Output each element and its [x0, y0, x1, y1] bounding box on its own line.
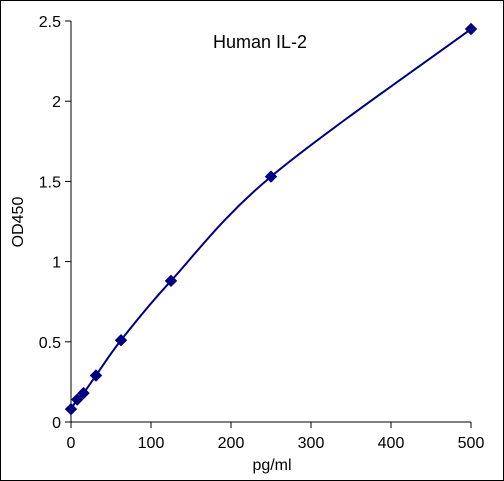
data-point [264, 170, 278, 183]
data-point [464, 22, 478, 36]
x-tick-label: 200 [218, 435, 245, 452]
data-point [114, 333, 128, 347]
x-tick-label: 100 [138, 435, 165, 452]
y-tick-label: 1.5 [39, 174, 61, 191]
x-tick-label: 500 [458, 435, 485, 452]
data-point [77, 386, 90, 400]
y-axis-label: OD450 [10, 197, 27, 248]
chart-title: Human IL-2 [213, 32, 307, 52]
y-tick-label: 2 [52, 94, 61, 111]
fitted-curve [70, 28, 472, 410]
y-tick-label: 0 [52, 415, 61, 432]
data-point [89, 369, 103, 382]
y-tick-label: 0.5 [39, 335, 61, 352]
data-point [164, 274, 178, 288]
x-axis-label: pg/ml [252, 457, 291, 474]
data-point [71, 393, 84, 406]
data-point [64, 402, 78, 416]
axes [70, 21, 471, 423]
x-tick-label: 300 [298, 435, 325, 452]
y-tick-label: 1 [52, 255, 61, 272]
y-tick-label: 2.5 [39, 14, 61, 31]
x-tick-label: 400 [378, 435, 405, 452]
x-tick-label: 0 [67, 435, 76, 452]
y-axis-ticks: 0 0.5 1 1.5 2 2.5 [39, 14, 71, 432]
data-points [64, 22, 478, 416]
x-axis-ticks: 0 100 200 300 400 500 [67, 422, 485, 452]
